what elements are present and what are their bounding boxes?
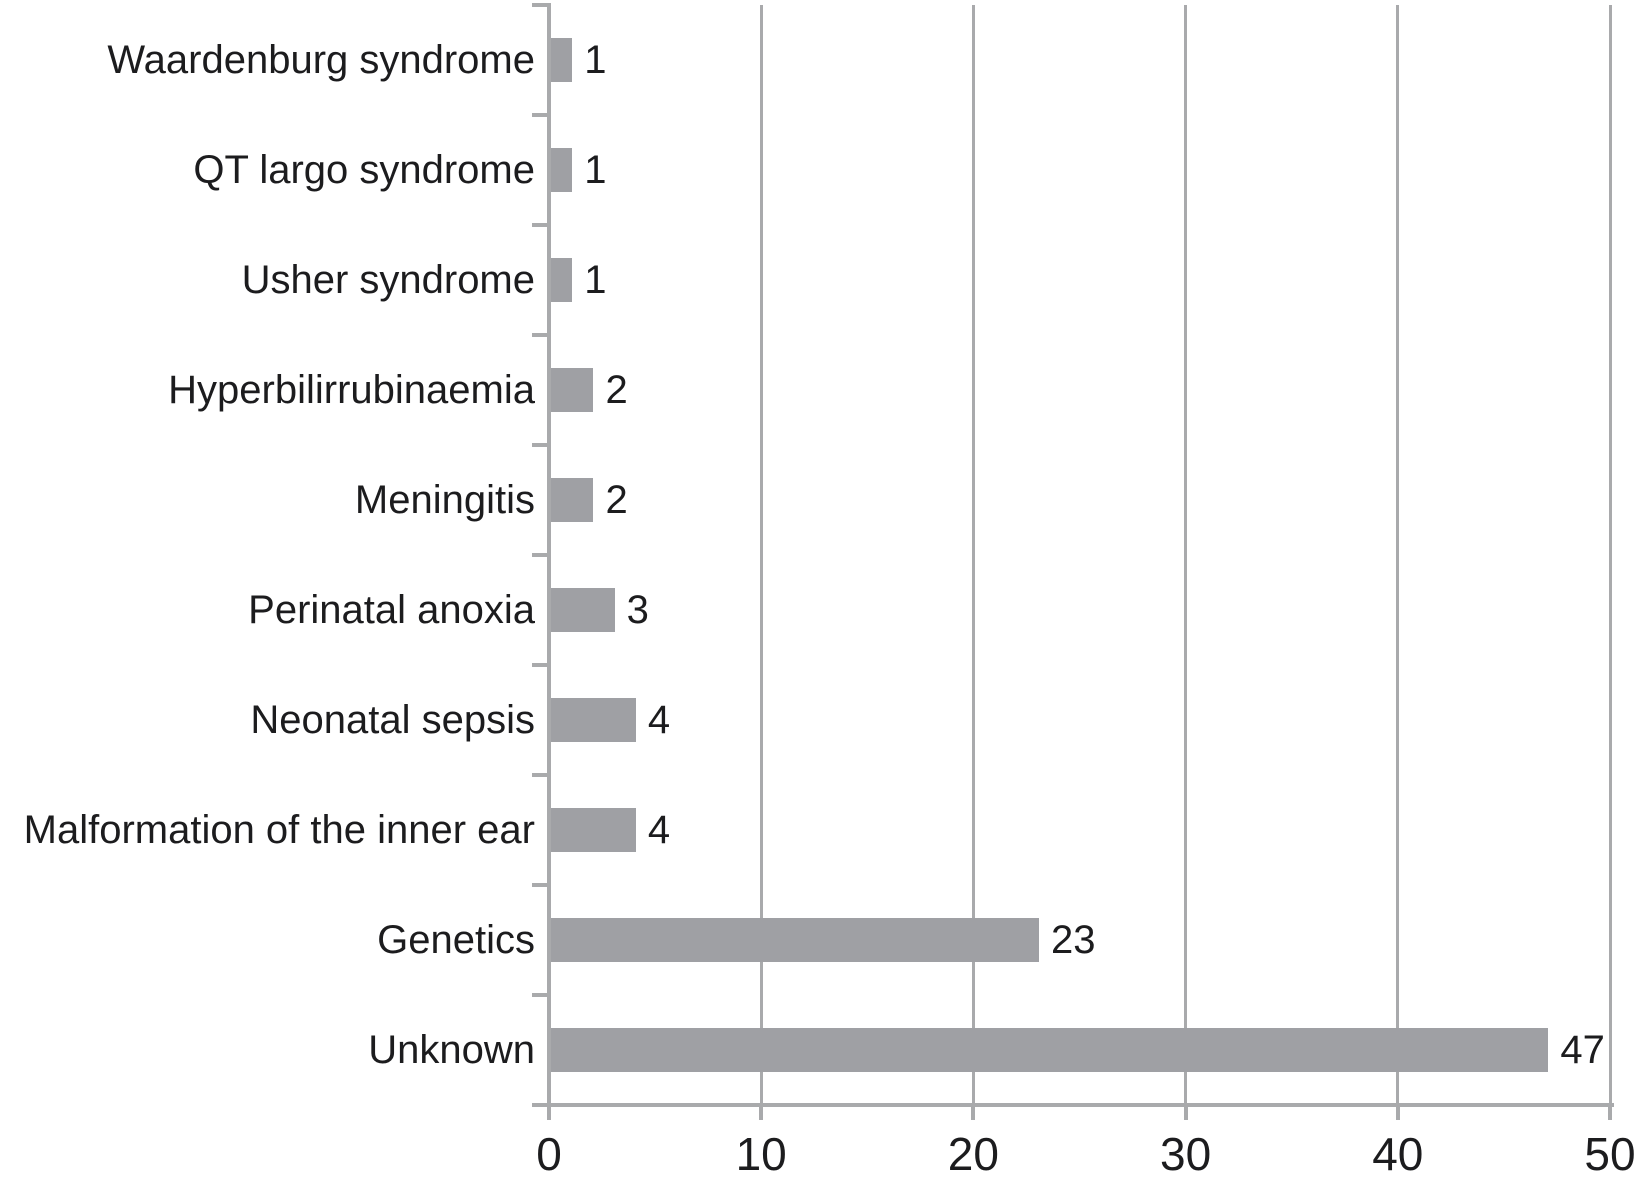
- y-axis-tick: [532, 3, 549, 7]
- category-label: Genetics: [377, 918, 535, 962]
- category-label: Waardenburg syndrome: [107, 38, 535, 82]
- x-gridline: [1608, 5, 1612, 1103]
- category-label: Unknown: [368, 1028, 535, 1072]
- bar: [551, 478, 594, 522]
- bar: [551, 38, 573, 82]
- value-label: 2: [605, 368, 628, 412]
- y-axis-tick: [532, 773, 549, 777]
- value-label: 47: [1560, 1028, 1605, 1072]
- category-label: Hyperbilirrubinaemia: [168, 368, 535, 412]
- y-axis-tick: [532, 993, 549, 997]
- x-axis-label: 10: [735, 1128, 787, 1179]
- y-axis-tick: [532, 883, 549, 887]
- y-axis-tick: [532, 333, 549, 337]
- x-axis-label: 30: [1160, 1128, 1212, 1179]
- category-label: Perinatal anoxia: [248, 588, 535, 632]
- x-gridline: [1184, 5, 1188, 1103]
- bar: [551, 588, 615, 632]
- bar: [551, 918, 1040, 962]
- value-label: 4: [647, 698, 671, 742]
- y-axis-tick: [532, 553, 549, 557]
- x-axis-label: 20: [947, 1128, 999, 1179]
- x-gridline: [1396, 5, 1400, 1103]
- value-label: 4: [647, 808, 671, 852]
- x-axis-label: 40: [1372, 1128, 1424, 1179]
- x-gridline: [759, 5, 763, 1103]
- bar: [551, 148, 573, 192]
- category-label: Usher syndrome: [241, 258, 535, 302]
- category-label: Neonatal sepsis: [250, 698, 535, 742]
- bar: [551, 698, 636, 742]
- x-gridline: [971, 5, 975, 1103]
- category-label: Malformation of the inner ear: [23, 808, 535, 852]
- value-label: 1: [584, 148, 607, 192]
- y-axis-tick: [532, 113, 549, 117]
- value-label: 23: [1051, 918, 1096, 962]
- x-axis-tick: [971, 1103, 976, 1120]
- x-axis-label: 50: [1584, 1128, 1636, 1179]
- category-label: Meningitis: [354, 478, 535, 522]
- value-label: 2: [605, 478, 628, 522]
- x-axis-label: 0: [536, 1128, 562, 1179]
- bar: [551, 808, 636, 852]
- y-axis-tick: [532, 443, 549, 447]
- x-axis-tick: [1183, 1103, 1188, 1120]
- x-axis-tick: [1395, 1103, 1400, 1120]
- bar: [551, 368, 594, 412]
- bar: [551, 1028, 1549, 1072]
- x-axis-tick: [1608, 1103, 1612, 1120]
- y-axis-line: [547, 3, 551, 1120]
- x-axis-line: [532, 1103, 1614, 1107]
- value-label: 3: [626, 588, 649, 632]
- value-label: 1: [584, 38, 607, 82]
- bar: [551, 258, 573, 302]
- x-axis-tick: [759, 1103, 764, 1120]
- category-label: QT largo syndrome: [193, 148, 535, 192]
- x-axis-tick: [547, 1103, 551, 1120]
- value-label: 1: [584, 258, 607, 302]
- y-axis-tick: [532, 223, 549, 227]
- y-axis-tick: [532, 663, 549, 667]
